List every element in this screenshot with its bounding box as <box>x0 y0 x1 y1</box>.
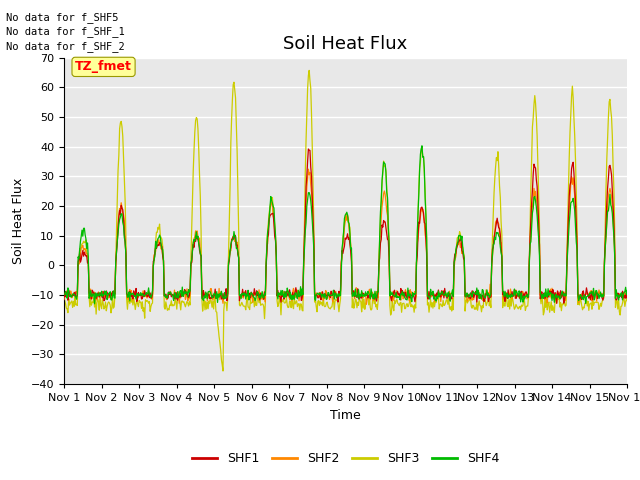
SHF4 <box>91 301 99 307</box>
Line: SHF4: SHF4 <box>64 146 627 304</box>
SHF1 <box>305 146 312 152</box>
SHF2 <box>215 286 223 291</box>
SHF3 <box>219 368 227 374</box>
SHF2 <box>416 218 424 224</box>
SHF4 <box>432 298 440 304</box>
SHF3 <box>215 334 223 339</box>
SHF3 <box>623 298 631 304</box>
SHF4 <box>70 291 78 297</box>
SHF3 <box>128 296 136 301</box>
SHF3 <box>305 68 313 73</box>
Text: No data for f_SHF5: No data for f_SHF5 <box>6 12 119 23</box>
X-axis label: Time: Time <box>330 408 361 421</box>
Text: TZ_fmet: TZ_fmet <box>75 60 132 73</box>
SHF2 <box>362 301 370 307</box>
SHF4 <box>415 191 422 197</box>
SHF1 <box>70 290 78 296</box>
SHF3 <box>432 300 440 305</box>
SHF1 <box>415 219 422 225</box>
SHF1 <box>215 294 223 300</box>
SHF2 <box>70 289 78 295</box>
SHF2 <box>128 297 136 303</box>
SHF4 <box>418 143 426 149</box>
SHF1 <box>553 300 561 306</box>
Legend: SHF1, SHF2, SHF3, SHF4: SHF1, SHF2, SHF3, SHF4 <box>188 448 503 469</box>
Text: No data for f_SHF_1: No data for f_SHF_1 <box>6 26 125 37</box>
SHF2 <box>305 166 312 172</box>
SHF3 <box>60 295 68 301</box>
SHF4 <box>216 291 224 297</box>
SHF4 <box>60 292 68 298</box>
Text: No data for f_SHF_2: No data for f_SHF_2 <box>6 41 125 52</box>
Line: SHF2: SHF2 <box>64 169 627 304</box>
SHF1 <box>60 290 68 296</box>
SHF2 <box>623 291 631 297</box>
Y-axis label: Soil Heat Flux: Soil Heat Flux <box>12 178 25 264</box>
Title: Soil Heat Flux: Soil Heat Flux <box>284 35 408 53</box>
SHF4 <box>129 290 137 296</box>
SHF1 <box>431 292 439 298</box>
SHF2 <box>432 291 440 297</box>
SHF3 <box>186 299 193 304</box>
Line: SHF3: SHF3 <box>64 71 627 371</box>
SHF3 <box>416 165 424 171</box>
SHF2 <box>186 295 193 301</box>
SHF1 <box>623 296 631 301</box>
SHF2 <box>60 297 68 302</box>
SHF4 <box>623 288 631 293</box>
SHF1 <box>128 293 136 299</box>
Line: SHF1: SHF1 <box>64 149 627 303</box>
SHF1 <box>186 293 193 299</box>
SHF3 <box>70 303 78 309</box>
SHF4 <box>186 288 194 294</box>
